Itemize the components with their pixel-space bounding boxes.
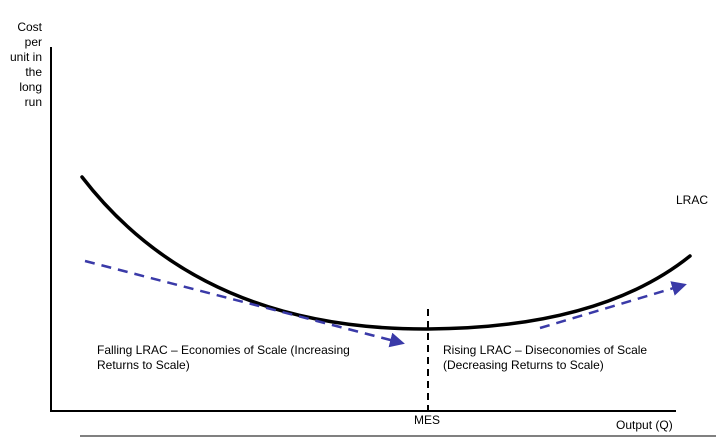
lrac-curve bbox=[80, 175, 692, 331]
falling-arrow bbox=[84, 259, 405, 348]
rising-annotation-line-1: Rising LRAC – Diseconomies of Scale bbox=[443, 343, 648, 357]
y-axis-label-line: unit in bbox=[9, 50, 42, 64]
lrac-label: LRAC bbox=[676, 193, 709, 207]
falling-lrac-annotation: Falling LRAC – Economies of Scale (Incre… bbox=[97, 343, 350, 373]
y-axis-label-line: long bbox=[19, 80, 42, 94]
rising-arrow bbox=[539, 281, 687, 330]
y-axis-label-line: run bbox=[24, 95, 42, 109]
falling-annotation-line-1: Falling LRAC – Economies of Scale (Incre… bbox=[97, 343, 350, 357]
mes-label: MES bbox=[414, 413, 441, 427]
rising-annotation-line-2: (Decreasing Returns to Scale) bbox=[443, 358, 604, 372]
x-axis-label: Output (Q) bbox=[616, 418, 673, 432]
y-axis-label-line: Cost bbox=[17, 20, 42, 34]
y-axis-label-line: the bbox=[25, 65, 42, 79]
y-axis-label-line: per bbox=[24, 35, 42, 49]
rising-lrac-annotation: Rising LRAC – Diseconomies of Scale (Dec… bbox=[443, 343, 647, 373]
y-axis-label: Cost per unit in the long run bbox=[0, 20, 42, 110]
falling-annotation-line-2: Returns to Scale) bbox=[97, 358, 190, 372]
